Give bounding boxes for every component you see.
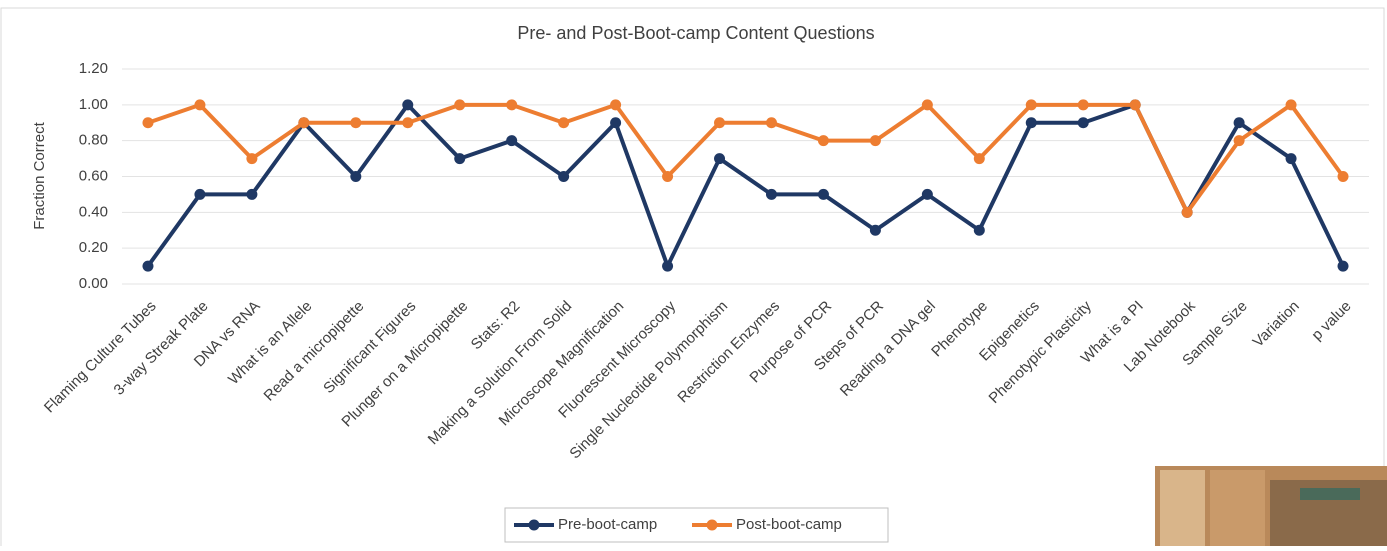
point — [610, 117, 621, 128]
chart: Pre- and Post-Boot-camp Content Question… — [0, 0, 1387, 546]
y-tick-label: 0.20 — [79, 239, 108, 256]
point — [1338, 171, 1349, 182]
point — [454, 153, 465, 164]
point — [818, 135, 829, 146]
point — [1130, 99, 1141, 110]
point — [818, 189, 829, 200]
point — [1286, 153, 1297, 164]
chart-title: Pre- and Post-Boot-camp Content Question… — [517, 23, 874, 43]
point — [194, 99, 205, 110]
point — [350, 117, 361, 128]
point — [1234, 135, 1245, 146]
point — [870, 225, 881, 236]
y-tick-label: 0.40 — [79, 203, 108, 220]
point — [1182, 207, 1193, 218]
point — [922, 99, 933, 110]
y-tick-label: 1.20 — [79, 60, 108, 77]
point — [454, 99, 465, 110]
point — [922, 189, 933, 200]
photo — [1155, 466, 1387, 546]
point — [714, 153, 725, 164]
point — [142, 261, 153, 272]
legend-label: Post-boot-camp — [736, 516, 842, 533]
point — [1234, 117, 1245, 128]
y-tick-label: 1.00 — [79, 96, 108, 113]
point — [974, 225, 985, 236]
y-axis-label: Fraction Correct — [31, 121, 48, 229]
point — [142, 117, 153, 128]
point — [610, 99, 621, 110]
point — [1078, 117, 1089, 128]
point — [1078, 99, 1089, 110]
legend-marker — [707, 520, 718, 531]
point — [298, 117, 309, 128]
point — [194, 189, 205, 200]
point — [246, 153, 257, 164]
point — [662, 261, 673, 272]
point — [558, 171, 569, 182]
legend-marker — [529, 520, 540, 531]
point — [974, 153, 985, 164]
point — [766, 189, 777, 200]
point — [1026, 99, 1037, 110]
point — [1026, 117, 1037, 128]
legend-label: Pre-boot-camp — [558, 516, 657, 533]
point — [506, 99, 517, 110]
point — [1338, 261, 1349, 272]
point — [1286, 99, 1297, 110]
point — [402, 99, 413, 110]
point — [714, 117, 725, 128]
point — [662, 171, 673, 182]
point — [558, 117, 569, 128]
point — [402, 117, 413, 128]
y-tick-label: 0.80 — [79, 132, 108, 149]
y-tick-label: 0.00 — [79, 275, 108, 292]
point — [766, 117, 777, 128]
point — [246, 189, 257, 200]
point — [350, 171, 361, 182]
chart-border — [1, 8, 1384, 546]
y-tick-label: 0.60 — [79, 167, 108, 184]
point — [870, 135, 881, 146]
point — [506, 135, 517, 146]
